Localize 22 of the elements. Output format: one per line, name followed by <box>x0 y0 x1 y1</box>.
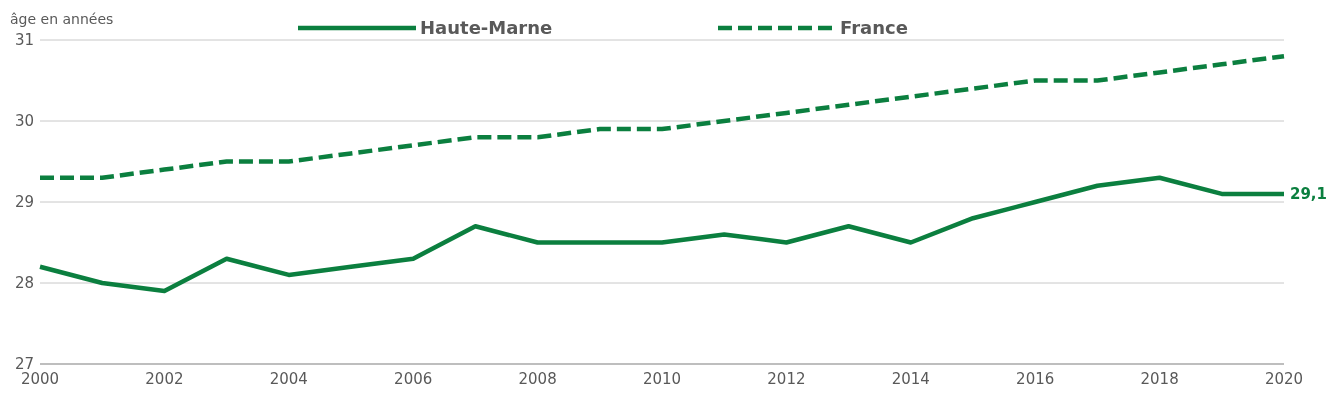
y-tick-label: 29 <box>14 193 34 211</box>
y-tick-label: 30 <box>14 112 34 130</box>
x-tick-label: 2014 <box>891 370 930 388</box>
x-tick-label: 2008 <box>518 370 557 388</box>
y-tick-label: 31 <box>14 31 34 49</box>
data-label: 29,1 <box>1290 184 1328 203</box>
x-tick-label: 2020 <box>1264 370 1304 388</box>
x-tick-label: 2006 <box>394 370 433 388</box>
x-tick-label: 2018 <box>1140 370 1179 388</box>
x-tick-label: 2004 <box>269 370 308 388</box>
line-series <box>37 175 1287 294</box>
line-series <box>37 53 1287 180</box>
x-tick-label: 2012 <box>767 370 806 388</box>
x-tick-label: 2000 <box>20 370 60 388</box>
y-axis-title: âge en années <box>10 11 114 27</box>
legend-label: Haute-Marne <box>420 17 553 38</box>
y-tick-label: 28 <box>14 274 34 292</box>
x-tick-label: 2002 <box>145 370 184 388</box>
legend-label: France <box>840 17 908 38</box>
y-tick-label: 27 <box>14 355 34 373</box>
x-tick-label: 2010 <box>642 370 682 388</box>
x-tick-label: 2016 <box>1016 370 1055 388</box>
